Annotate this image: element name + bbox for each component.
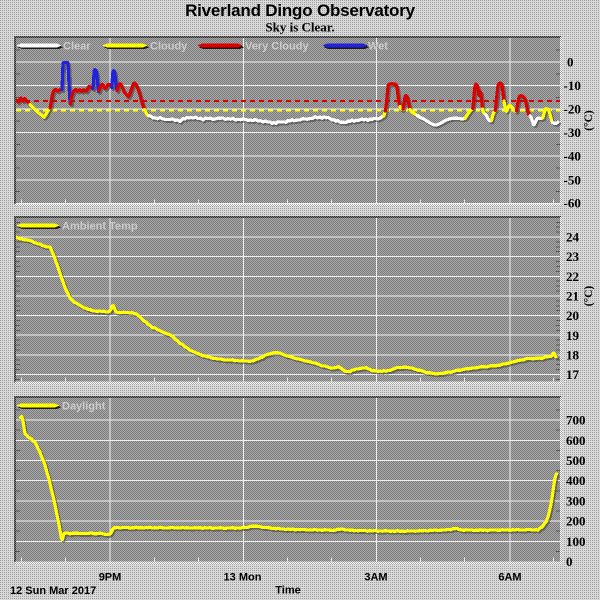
- svg-text:(°C): (°C): [583, 286, 595, 307]
- svg-text:400: 400: [566, 473, 586, 488]
- svg-text:Daylight: Daylight: [62, 401, 106, 413]
- svg-text:-60: -60: [564, 195, 581, 210]
- svg-text:9PM: 9PM: [99, 572, 122, 584]
- svg-text:300: 300: [566, 493, 586, 508]
- svg-text:(°C): (°C): [583, 110, 595, 131]
- svg-text:19: 19: [566, 328, 580, 343]
- svg-text:24: 24: [566, 230, 580, 245]
- svg-text:600: 600: [566, 433, 586, 448]
- svg-text:500: 500: [566, 453, 586, 468]
- svg-text:20: 20: [566, 308, 579, 323]
- svg-text:100: 100: [566, 534, 586, 549]
- svg-text:-20: -20: [564, 102, 581, 117]
- svg-text:12 Sun Mar 2017: 12 Sun Mar 2017: [10, 585, 96, 597]
- svg-text:6AM: 6AM: [498, 572, 521, 584]
- svg-text:Time: Time: [275, 585, 300, 597]
- svg-text:22: 22: [566, 269, 579, 284]
- svg-text:700: 700: [566, 413, 586, 428]
- svg-text:18: 18: [566, 347, 580, 362]
- svg-text:Clear: Clear: [63, 41, 91, 53]
- svg-text:Ambient Temp: Ambient Temp: [62, 221, 138, 233]
- svg-text:Very Cloudy: Very Cloudy: [245, 41, 309, 53]
- svg-text:Cloudy: Cloudy: [150, 41, 188, 53]
- svg-text:17: 17: [566, 367, 580, 382]
- svg-text:13 Mon: 13 Mon: [224, 572, 262, 584]
- svg-text:0: 0: [567, 55, 574, 70]
- svg-text:-30: -30: [564, 125, 581, 140]
- svg-text:21: 21: [566, 288, 579, 303]
- svg-text:-10: -10: [564, 78, 581, 93]
- svg-text:-50: -50: [564, 172, 581, 187]
- svg-text:3AM: 3AM: [364, 572, 387, 584]
- svg-text:200: 200: [566, 514, 586, 529]
- svg-text:Sky is Clear.: Sky is Clear.: [265, 20, 334, 35]
- svg-text:-40: -40: [564, 149, 581, 164]
- svg-text:23: 23: [566, 249, 580, 264]
- svg-text:Riverland Dingo Observatory: Riverland Dingo Observatory: [185, 1, 416, 20]
- svg-text:0: 0: [566, 554, 573, 569]
- svg-text:Wet: Wet: [368, 41, 388, 53]
